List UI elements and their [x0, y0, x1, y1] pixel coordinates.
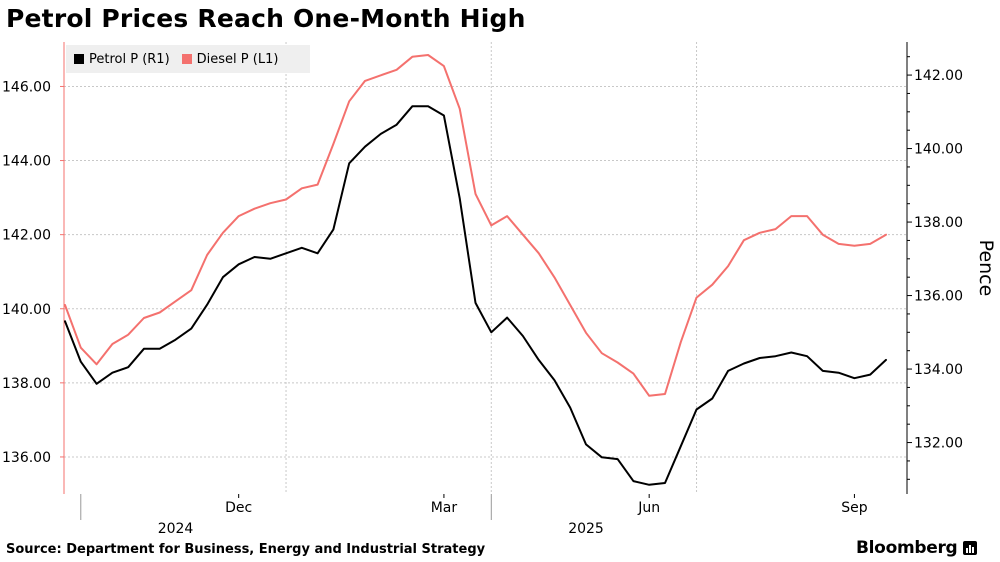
- legend-label-petrol: Petrol P (R1): [89, 51, 170, 67]
- right-tick-label-1: 134.00: [914, 362, 963, 378]
- diesel-series-line[interactable]: [64, 54, 887, 397]
- left-tick-label-5: 146.00: [2, 79, 51, 95]
- right-tick-label-5: 142.00: [914, 68, 963, 84]
- chart-title: Petrol Prices Reach One-Month High: [6, 4, 526, 33]
- right-tick-label-4: 140.00: [914, 142, 963, 158]
- left-tick-label-0: 136.00: [2, 450, 51, 466]
- x-tick-label-jun: Jun: [637, 500, 660, 516]
- x-tick-label-mar: Mar: [431, 500, 458, 516]
- petrol-series-line[interactable]: [64, 105, 887, 486]
- legend-item-diesel[interactable]: Diesel P (L1): [181, 51, 279, 67]
- legend: Petrol P (R1) Diesel P (L1): [66, 45, 310, 73]
- x-tick-label-sep: Sep: [841, 500, 868, 516]
- source-note: Source: Department for Business, Energy …: [6, 542, 486, 557]
- left-tick-label-4: 144.00: [2, 154, 51, 170]
- right-axis-title: Pence: [975, 240, 997, 297]
- brand-name: Bloomberg: [856, 538, 958, 558]
- right-tick-label-2: 136.00: [914, 289, 963, 305]
- left-tick-label-1: 138.00: [2, 376, 51, 392]
- left-tick-label-2: 140.00: [2, 302, 51, 318]
- x-tick-label-dec: Dec: [225, 500, 252, 516]
- bar-chart-icon: [963, 541, 978, 555]
- year-label-2025: 2025: [568, 521, 604, 537]
- legend-label-diesel: Diesel P (L1): [196, 51, 279, 67]
- right-tick-label-3: 138.00: [914, 215, 963, 231]
- legend-swatch-petrol: [74, 54, 84, 64]
- legend-item-petrol[interactable]: Petrol P (R1): [74, 52, 170, 67]
- year-label-2024: 2024: [158, 521, 194, 537]
- legend-swatch-diesel: [181, 54, 192, 64]
- right-tick-label-0: 132.00: [914, 436, 963, 452]
- left-tick-label-3: 142.00: [2, 228, 51, 244]
- bloomberg-logo: Bloomberg: [856, 538, 978, 558]
